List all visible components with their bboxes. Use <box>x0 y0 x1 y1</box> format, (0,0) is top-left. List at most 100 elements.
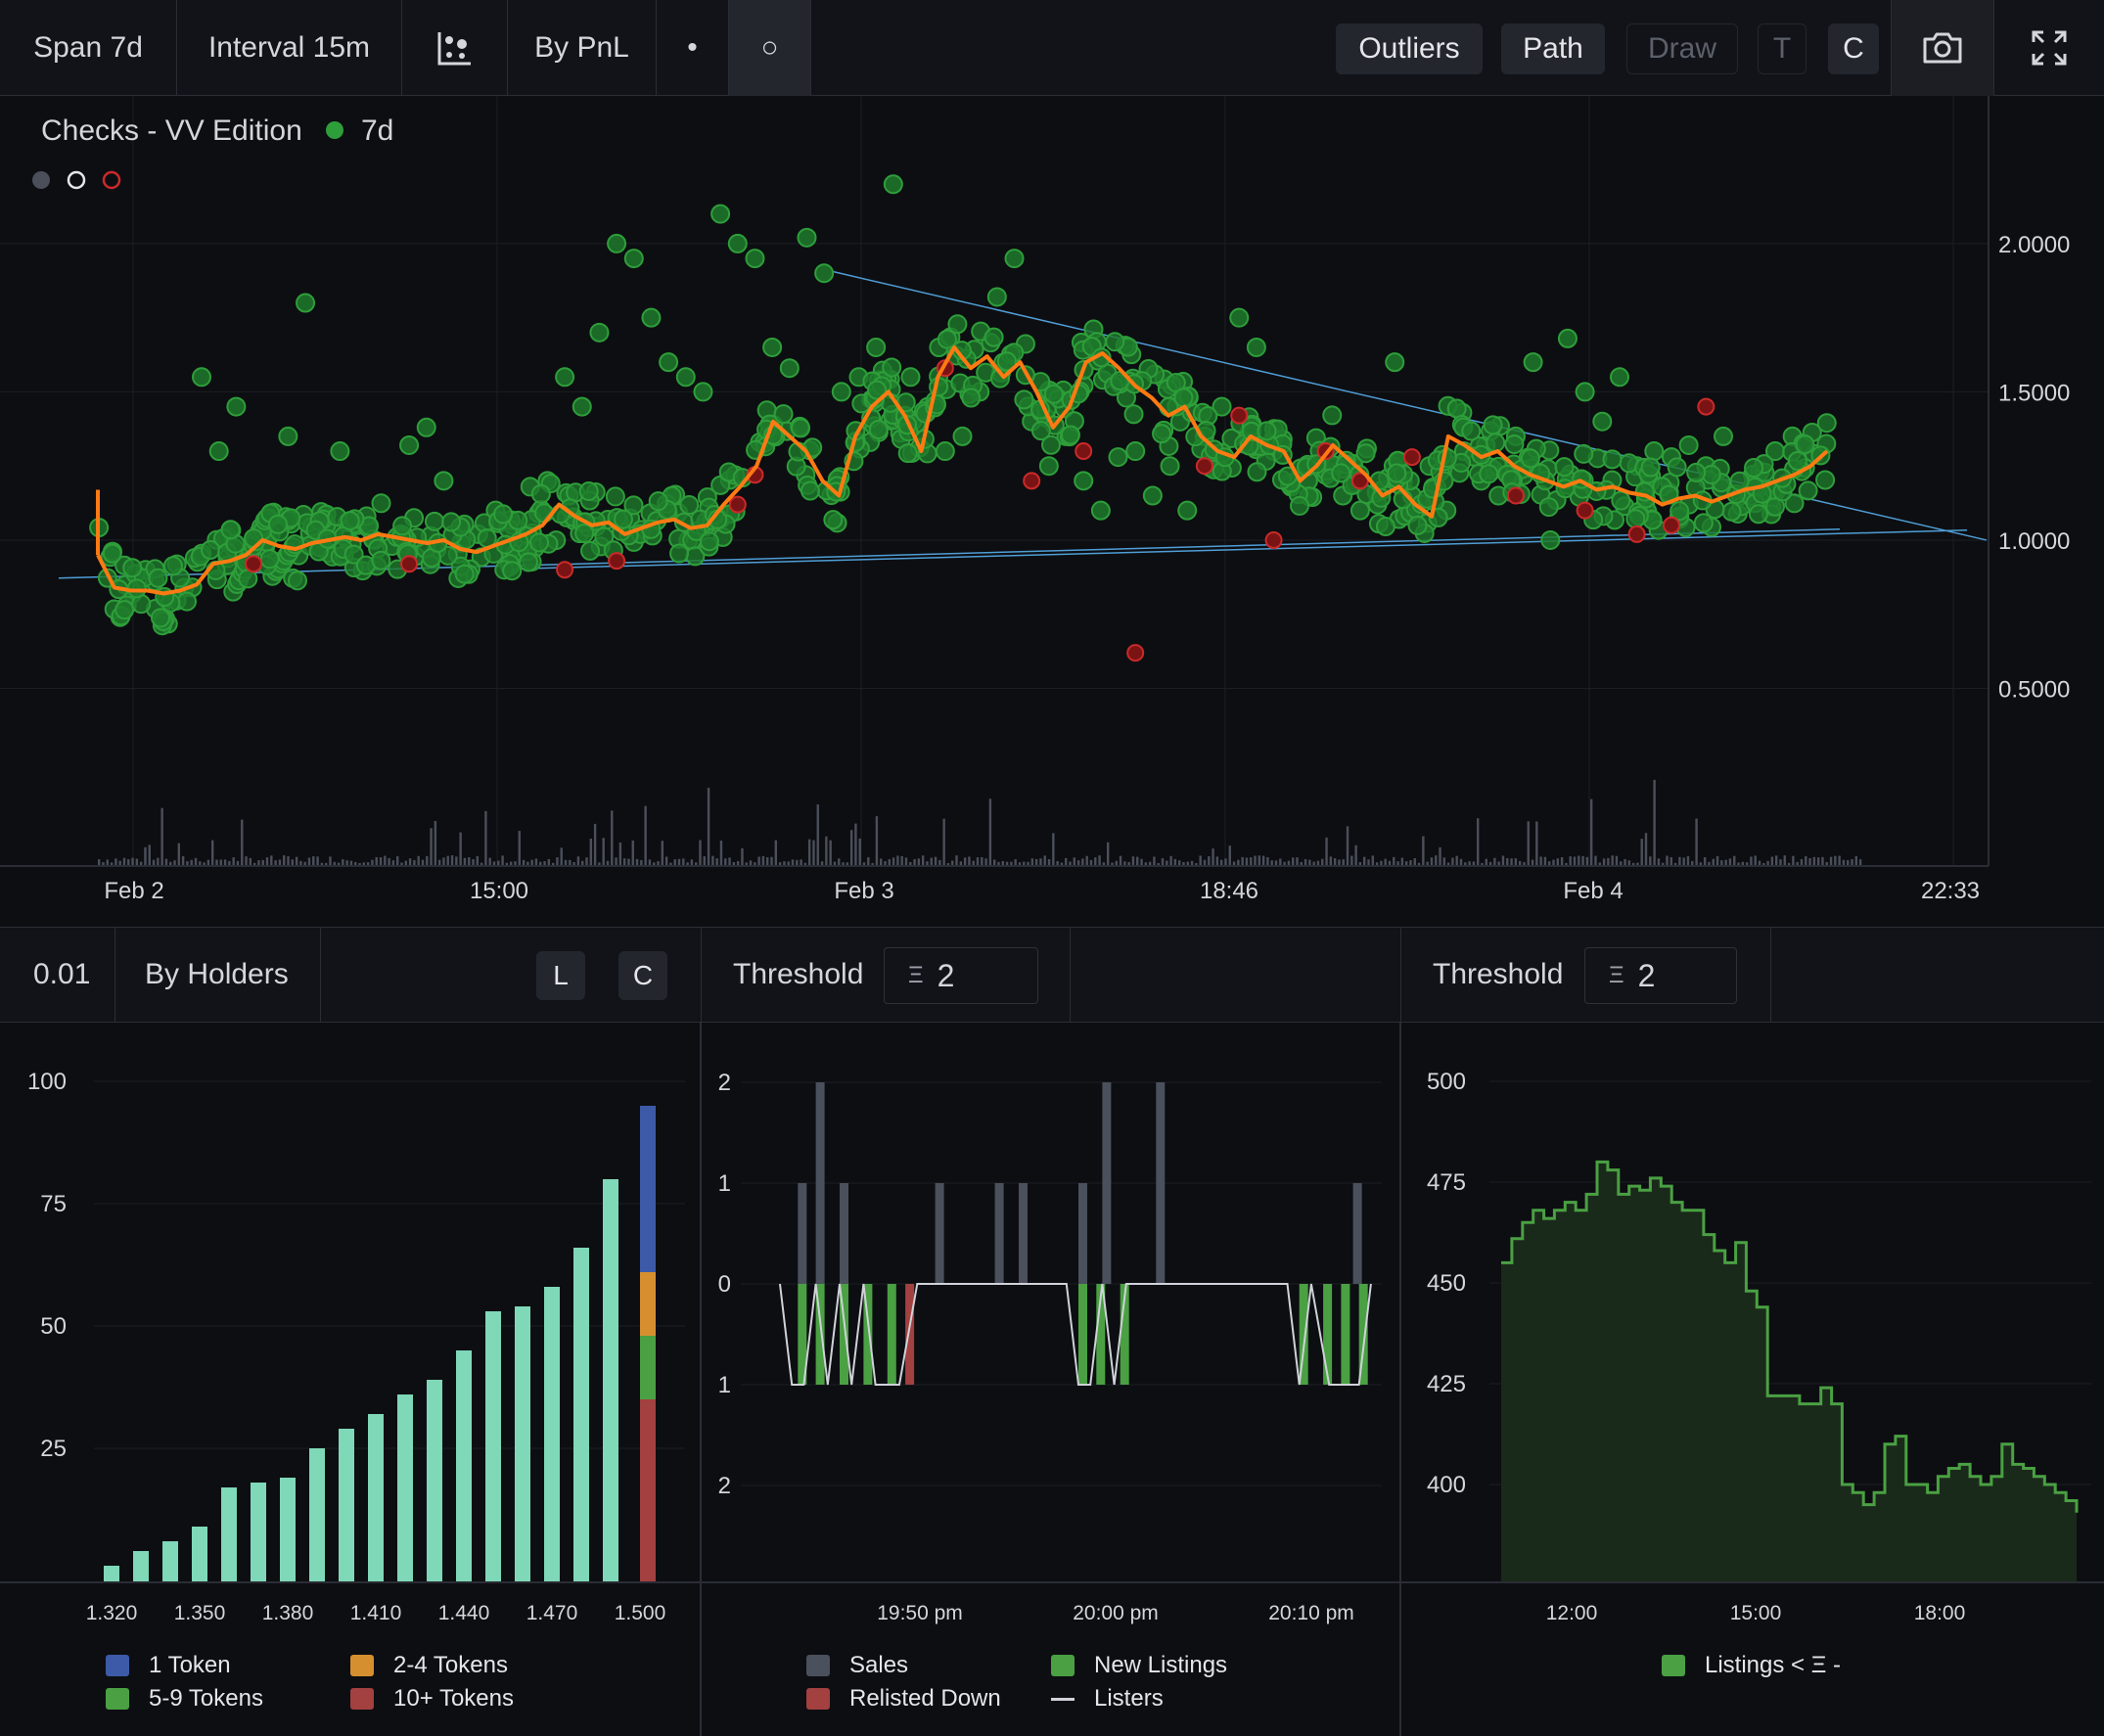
volume-bar <box>417 855 420 866</box>
scatter-mode-button[interactable] <box>402 0 508 96</box>
relisted-bar <box>905 1284 915 1385</box>
activity-chart[interactable]: 2 1 0 1 2 19:50 pm 20:00 pm 20:10 pm <box>702 1023 1401 1736</box>
sale-point <box>1446 398 1467 419</box>
interval-button[interactable]: Interval 15m <box>177 0 402 96</box>
by-holders-button[interactable]: By Holders <box>115 928 321 1022</box>
volume-bar <box>1266 856 1269 866</box>
fullscreen-button[interactable] <box>1994 0 2104 96</box>
volume-bar <box>1346 826 1349 866</box>
sales-toggle-icon[interactable] <box>67 170 86 190</box>
status-label: 7d <box>361 114 393 147</box>
legend-1-token[interactable]: 1 Token <box>106 1652 231 1679</box>
volume-bar <box>283 855 286 866</box>
volume-bar <box>1283 861 1286 866</box>
t-toggle[interactable]: T <box>1758 23 1807 74</box>
sale-point <box>278 426 298 446</box>
volume-bar <box>1060 862 1064 866</box>
legend-listings-below[interactable]: Listings < Ξ - <box>1662 1652 1841 1679</box>
price-scatter-chart[interactable]: 2.0000 1.5000 1.0000 0.5000 Feb 2 15:00 Feb 3… <box>0 96 2104 927</box>
sale-point <box>641 307 662 328</box>
volume-bar <box>1312 861 1315 866</box>
listings-area-chart[interactable]: 400 425 450 475 500 12:00 15:00 18:00 <box>1401 1023 2104 1736</box>
volume-bar <box>530 859 533 866</box>
volume-bar <box>1678 856 1681 866</box>
activity-threshold-input[interactable]: Ξ 2 <box>884 947 1038 1004</box>
sale-point <box>1108 447 1128 468</box>
volume-bar <box>106 859 109 866</box>
outlier-point <box>1075 442 1093 461</box>
legend-sales[interactable]: Sales <box>806 1652 908 1679</box>
outliers-toggle-icon[interactable] <box>102 170 121 190</box>
volume-bar <box>1237 859 1240 866</box>
holders-bar-chart[interactable]: 25 50 75 100 1.320 1.350 1.380 1.410 1.440 1.470 1… <box>0 1023 702 1736</box>
l-button[interactable]: L <box>536 951 585 1000</box>
y-tick-label: 475 <box>1427 1169 1466 1196</box>
legend-2-4-tokens[interactable]: 2-4 Tokens <box>350 1652 508 1679</box>
volume-bar <box>501 855 504 866</box>
x-tick-label: 15:00 <box>1730 1602 1782 1624</box>
volume-bar <box>976 856 980 866</box>
volume-bar <box>1047 858 1051 866</box>
legend-listers[interactable]: Listers <box>1051 1685 1164 1713</box>
volume-bar <box>796 859 799 866</box>
sale-point <box>1125 441 1146 462</box>
path-toggle[interactable]: Path <box>1501 23 1605 74</box>
volume-bar <box>622 858 626 866</box>
new-listing-bar <box>1096 1284 1106 1385</box>
volume-bar <box>362 862 366 866</box>
volume-bar <box>1485 858 1487 866</box>
legend-10-plus-tokens[interactable]: 10+ Tokens <box>350 1685 514 1713</box>
span-button[interactable]: Span 7d <box>0 0 177 96</box>
step-button[interactable]: 0.01 <box>0 928 115 1022</box>
activity-threshold-value: 2 <box>937 957 955 993</box>
volume-bar <box>144 846 147 866</box>
holders-bar <box>456 1350 472 1582</box>
volume-bar <box>164 858 168 866</box>
volume-bar <box>900 855 903 866</box>
legend-5-9-tokens[interactable]: 5-9 Tokens <box>106 1685 263 1713</box>
sale-point <box>343 544 364 565</box>
sale-point <box>947 314 968 335</box>
sale-point <box>699 531 719 552</box>
holders-bar <box>192 1527 207 1582</box>
sale-point <box>578 480 599 501</box>
volume-bar <box>1140 858 1143 866</box>
outlier-point <box>1662 516 1680 534</box>
volume-bar <box>690 859 694 866</box>
volume-bar <box>1808 857 1811 866</box>
volume-bar <box>1153 856 1156 866</box>
volume-bar <box>1783 855 1786 866</box>
legend-new-listings[interactable]: New Listings <box>1051 1652 1227 1679</box>
volume-bar <box>635 858 639 866</box>
legend-relisted-down[interactable]: Relisted Down <box>806 1685 1001 1713</box>
volume-bar <box>1177 860 1181 866</box>
volume-bar <box>880 858 883 866</box>
volume-bar <box>505 862 509 866</box>
sort-by-button[interactable]: By PnL <box>508 0 657 96</box>
outlier-point <box>608 552 626 571</box>
dot-ring-button[interactable]: ○ <box>729 0 811 96</box>
activity-threshold-label: Threshold <box>733 958 864 990</box>
volume-bar <box>1754 855 1757 866</box>
screenshot-button[interactable] <box>1891 0 1994 96</box>
volume-bar <box>295 856 298 866</box>
outlier-point <box>1402 448 1421 467</box>
sale-point <box>1815 470 1836 490</box>
outliers-toggle[interactable]: Outliers <box>1336 23 1483 74</box>
sale-point <box>1611 490 1631 511</box>
sale-point <box>868 419 889 439</box>
new-listing-bar <box>887 1284 896 1385</box>
volume-bar <box>375 856 378 866</box>
volume-bar <box>1662 862 1665 866</box>
sales-bar <box>1352 1183 1362 1284</box>
c-toggle[interactable]: C <box>1828 23 1879 74</box>
c-button[interactable]: C <box>618 951 667 1000</box>
dot-small-button[interactable]: • <box>657 0 729 96</box>
volume-bar <box>598 862 601 866</box>
listings-threshold-input[interactable]: Ξ 2 <box>1584 947 1737 1004</box>
volume-bar <box>917 858 921 866</box>
draw-toggle[interactable]: Draw <box>1626 23 1738 74</box>
sale-point <box>192 367 212 388</box>
volume-bar <box>1106 842 1110 866</box>
volume-toggle-icon[interactable] <box>32 171 50 189</box>
